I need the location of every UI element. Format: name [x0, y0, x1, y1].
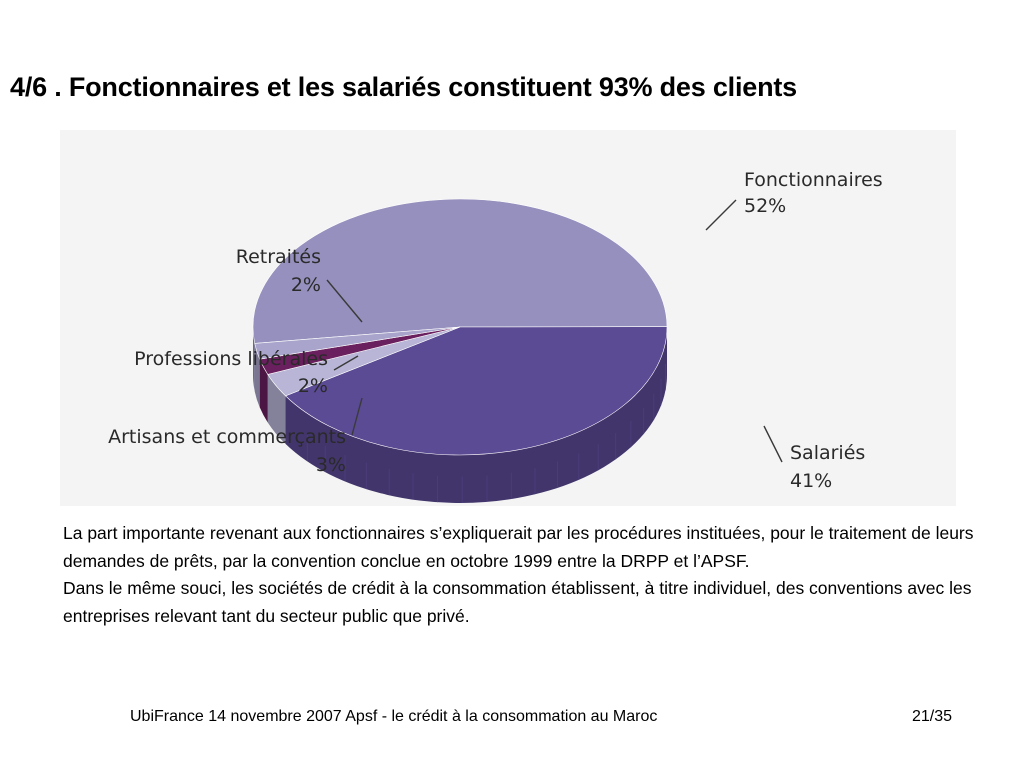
paragraph-1: La part importante revenant aux fonction…: [63, 523, 974, 571]
pie-chart: Fonctionnaires 52% Salariés 41% Artisans…: [60, 130, 956, 506]
slice-label-retraites: Retraités: [236, 246, 321, 268]
pie-slice-retraites: [254, 326, 461, 360]
paragraph-2: Dans le même souci, les sociétés de créd…: [63, 578, 972, 626]
slice-label-fonctionnaires: Fonctionnaires: [744, 169, 883, 191]
leader-line-professions-liberales: [333, 355, 359, 371]
pie-wall-salaries: [285, 327, 667, 503]
slice-value-salaries: 41%: [790, 470, 832, 492]
leader-line-artisans-et-commercants: [351, 397, 363, 436]
slice-label-artisans: Artisans et commerçants: [108, 426, 346, 448]
leader-line-retraites: [326, 279, 363, 323]
slice-label-professions-liberales: Professions libérales: [134, 348, 328, 370]
slice-value-artisans: 3%: [316, 454, 346, 476]
pie-wall-retraites: [254, 343, 260, 408]
slice-value-professions-liberales: 2%: [298, 375, 328, 397]
slice-label-salaries: Salariés: [790, 442, 865, 464]
explanatory-text: La part importante revenant aux fonction…: [63, 520, 1013, 630]
footer-text: UbiFrance 14 novembre 2007 Apsf - le cré…: [130, 708, 658, 725]
slice-value-retraites: 2%: [291, 274, 321, 296]
pie-wall-fonctionnaires: [253, 327, 255, 392]
pie-chart-svg: Fonctionnaires 52% Salariés 41% Artisans…: [108, 169, 883, 503]
pie-slice-fonctionnaires: [252, 198, 668, 344]
leader-line-fonctionnaires: [705, 199, 737, 231]
slide-title: 4/6 . Fonctionnaires et les salariés con…: [10, 72, 797, 102]
leader-line-salaries: [763, 425, 783, 463]
page-number: 21/35: [912, 708, 953, 725]
pie-slice-salaries: [284, 326, 668, 456]
pie-leader-lines: [326, 199, 783, 463]
slice-value-fonctionnaires: 52%: [744, 195, 786, 217]
pie-top: [252, 198, 668, 456]
pie-wall-professions-liberales: [259, 359, 268, 423]
